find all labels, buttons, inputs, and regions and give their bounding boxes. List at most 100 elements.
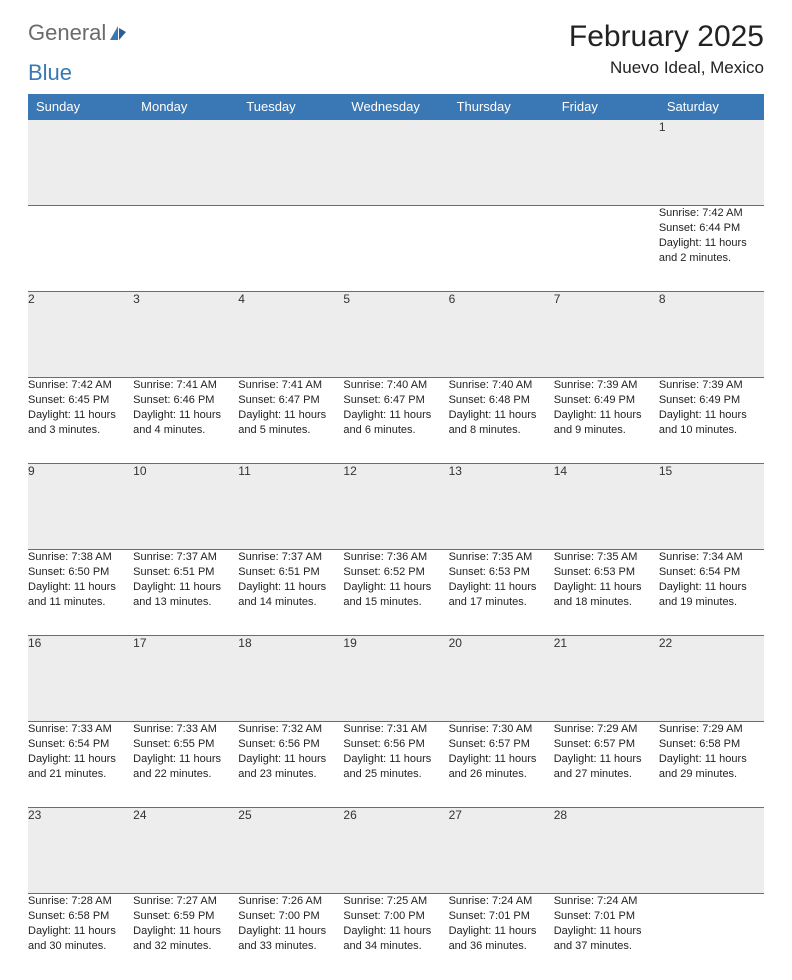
day-details: Sunrise: 7:37 AMSunset: 6:51 PMDaylight:…	[238, 550, 343, 609]
daylight-line: Daylight: 11 hours and 5 minutes.	[238, 408, 343, 438]
day-number-cell: 23	[28, 808, 133, 894]
day-data-cell: Sunrise: 7:42 AMSunset: 6:45 PMDaylight:…	[28, 378, 133, 464]
day-data-cell: Sunrise: 7:35 AMSunset: 6:53 PMDaylight:…	[449, 550, 554, 636]
day-data-cell	[28, 206, 133, 292]
month-title: February 2025	[569, 20, 764, 54]
daylight-line: Daylight: 11 hours and 22 minutes.	[133, 752, 238, 782]
day-number-cell: 6	[449, 292, 554, 378]
sunrise-line: Sunrise: 7:33 AM	[133, 722, 238, 737]
sunset-line: Sunset: 6:53 PM	[449, 565, 554, 580]
day-number-cell: 25	[238, 808, 343, 894]
day-data-cell	[659, 894, 764, 980]
day-details: Sunrise: 7:40 AMSunset: 6:47 PMDaylight:…	[343, 378, 448, 437]
day-number-cell: 26	[343, 808, 448, 894]
sunset-line: Sunset: 6:59 PM	[133, 909, 238, 924]
weekday-header: Tuesday	[238, 94, 343, 120]
day-number-row: 16171819202122	[28, 636, 764, 722]
sunrise-line: Sunrise: 7:35 AM	[554, 550, 659, 565]
day-data-cell: Sunrise: 7:40 AMSunset: 6:47 PMDaylight:…	[343, 378, 448, 464]
title-block: February 2025 Nuevo Ideal, Mexico	[569, 20, 764, 78]
weekday-header: Monday	[133, 94, 238, 120]
day-number-cell: 16	[28, 636, 133, 722]
weekday-header: Saturday	[659, 94, 764, 120]
day-number-cell: 14	[554, 464, 659, 550]
brand-part1: General	[28, 20, 106, 46]
sail-icon	[108, 24, 128, 42]
sunset-line: Sunset: 6:44 PM	[659, 221, 764, 236]
daylight-line: Daylight: 11 hours and 15 minutes.	[343, 580, 448, 610]
sunrise-line: Sunrise: 7:37 AM	[133, 550, 238, 565]
day-data-cell	[554, 206, 659, 292]
sunrise-line: Sunrise: 7:24 AM	[449, 894, 554, 909]
day-number-cell	[238, 120, 343, 206]
sunset-line: Sunset: 6:54 PM	[659, 565, 764, 580]
sunset-line: Sunset: 6:53 PM	[554, 565, 659, 580]
sunrise-line: Sunrise: 7:26 AM	[238, 894, 343, 909]
day-data-cell: Sunrise: 7:36 AMSunset: 6:52 PMDaylight:…	[343, 550, 448, 636]
day-number-cell: 9	[28, 464, 133, 550]
sunrise-line: Sunrise: 7:38 AM	[28, 550, 133, 565]
day-number-cell: 22	[659, 636, 764, 722]
day-data-cell: Sunrise: 7:26 AMSunset: 7:00 PMDaylight:…	[238, 894, 343, 980]
day-details: Sunrise: 7:29 AMSunset: 6:57 PMDaylight:…	[554, 722, 659, 781]
daylight-line: Daylight: 11 hours and 29 minutes.	[659, 752, 764, 782]
weekday-header: Friday	[554, 94, 659, 120]
daylight-line: Daylight: 11 hours and 4 minutes.	[133, 408, 238, 438]
day-number-cell	[449, 120, 554, 206]
sunset-line: Sunset: 6:46 PM	[133, 393, 238, 408]
sunrise-line: Sunrise: 7:39 AM	[659, 378, 764, 393]
day-number-cell: 17	[133, 636, 238, 722]
sunrise-line: Sunrise: 7:37 AM	[238, 550, 343, 565]
day-data-cell: Sunrise: 7:34 AMSunset: 6:54 PMDaylight:…	[659, 550, 764, 636]
day-details: Sunrise: 7:34 AMSunset: 6:54 PMDaylight:…	[659, 550, 764, 609]
day-details: Sunrise: 7:27 AMSunset: 6:59 PMDaylight:…	[133, 894, 238, 953]
day-details: Sunrise: 7:42 AMSunset: 6:44 PMDaylight:…	[659, 206, 764, 265]
daylight-line: Daylight: 11 hours and 33 minutes.	[238, 924, 343, 954]
sunrise-line: Sunrise: 7:29 AM	[554, 722, 659, 737]
calendar-table: Sunday Monday Tuesday Wednesday Thursday…	[28, 94, 764, 980]
sunrise-line: Sunrise: 7:36 AM	[343, 550, 448, 565]
daylight-line: Daylight: 11 hours and 36 minutes.	[449, 924, 554, 954]
calendar-body: 1 Sunrise: 7:42 AMSunset: 6:44 PMDayligh…	[28, 120, 764, 980]
day-details: Sunrise: 7:29 AMSunset: 6:58 PMDaylight:…	[659, 722, 764, 781]
sunset-line: Sunset: 7:00 PM	[238, 909, 343, 924]
day-data-cell: Sunrise: 7:30 AMSunset: 6:57 PMDaylight:…	[449, 722, 554, 808]
day-details: Sunrise: 7:39 AMSunset: 6:49 PMDaylight:…	[554, 378, 659, 437]
day-number-cell: 18	[238, 636, 343, 722]
sunrise-line: Sunrise: 7:39 AM	[554, 378, 659, 393]
day-data-cell: Sunrise: 7:39 AMSunset: 6:49 PMDaylight:…	[554, 378, 659, 464]
sunset-line: Sunset: 6:47 PM	[343, 393, 448, 408]
sunset-line: Sunset: 6:51 PM	[133, 565, 238, 580]
day-data-row: Sunrise: 7:38 AMSunset: 6:50 PMDaylight:…	[28, 550, 764, 636]
day-details: Sunrise: 7:40 AMSunset: 6:48 PMDaylight:…	[449, 378, 554, 437]
day-number-row: 2345678	[28, 292, 764, 378]
day-data-cell: Sunrise: 7:37 AMSunset: 6:51 PMDaylight:…	[133, 550, 238, 636]
day-number-cell: 10	[133, 464, 238, 550]
sunset-line: Sunset: 7:01 PM	[554, 909, 659, 924]
sunset-line: Sunset: 6:57 PM	[449, 737, 554, 752]
day-number-cell	[133, 120, 238, 206]
daylight-line: Daylight: 11 hours and 25 minutes.	[343, 752, 448, 782]
day-details: Sunrise: 7:38 AMSunset: 6:50 PMDaylight:…	[28, 550, 133, 609]
daylight-line: Daylight: 11 hours and 27 minutes.	[554, 752, 659, 782]
day-details: Sunrise: 7:28 AMSunset: 6:58 PMDaylight:…	[28, 894, 133, 953]
day-details: Sunrise: 7:32 AMSunset: 6:56 PMDaylight:…	[238, 722, 343, 781]
sunset-line: Sunset: 6:48 PM	[449, 393, 554, 408]
day-number-cell: 27	[449, 808, 554, 894]
sunrise-line: Sunrise: 7:32 AM	[238, 722, 343, 737]
sunset-line: Sunset: 6:45 PM	[28, 393, 133, 408]
brand-part2: Blue	[28, 60, 72, 86]
day-number-cell: 19	[343, 636, 448, 722]
sunrise-line: Sunrise: 7:31 AM	[343, 722, 448, 737]
day-number-cell: 24	[133, 808, 238, 894]
sunset-line: Sunset: 6:57 PM	[554, 737, 659, 752]
day-number-cell: 5	[343, 292, 448, 378]
day-details: Sunrise: 7:33 AMSunset: 6:54 PMDaylight:…	[28, 722, 133, 781]
day-number-cell: 20	[449, 636, 554, 722]
day-number-cell	[28, 120, 133, 206]
daylight-line: Daylight: 11 hours and 23 minutes.	[238, 752, 343, 782]
day-data-cell: Sunrise: 7:31 AMSunset: 6:56 PMDaylight:…	[343, 722, 448, 808]
calendar-page: General February 2025 Nuevo Ideal, Mexic…	[0, 0, 792, 980]
daylight-line: Daylight: 11 hours and 21 minutes.	[28, 752, 133, 782]
daylight-line: Daylight: 11 hours and 26 minutes.	[449, 752, 554, 782]
